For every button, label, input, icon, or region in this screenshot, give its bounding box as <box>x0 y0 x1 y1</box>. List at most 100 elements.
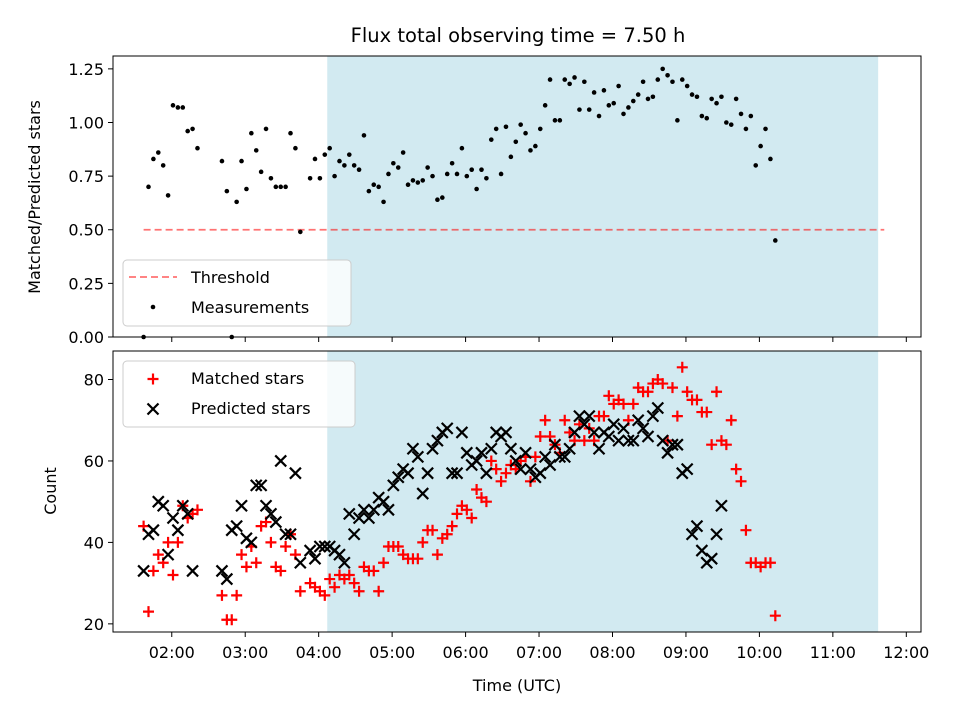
predicted-star-point <box>171 523 185 537</box>
measurement-point <box>444 171 450 177</box>
measurement-point <box>650 94 656 100</box>
predicted-star-point <box>548 438 562 451</box>
matched-star-point <box>412 553 424 565</box>
measurement-point <box>753 163 759 168</box>
y-tick-label: 60 <box>84 452 104 471</box>
matched-star-point <box>701 406 713 418</box>
measurement-point <box>391 160 396 166</box>
predicted-star-point <box>421 466 434 480</box>
predicted-star-point <box>367 503 381 517</box>
lower-x-axis: 02:00 03:00 04:00 05:00 06:00 07:00 08:00 09:00… <box>149 632 929 662</box>
matched-star-point <box>711 386 723 398</box>
matched-star-point <box>495 475 507 487</box>
predicted-star-point <box>627 434 640 447</box>
predicted-star-point <box>480 466 493 480</box>
measurement-point <box>337 158 342 164</box>
measurement-point <box>361 133 367 138</box>
matched-star-point <box>368 565 380 577</box>
measurement-point <box>454 171 460 177</box>
predicted-star-point <box>343 507 356 521</box>
matched-star-point <box>534 431 546 443</box>
measurement-point <box>773 238 778 243</box>
predicted-star-point <box>382 503 395 517</box>
predicted-star-point <box>249 479 263 492</box>
measurement-point <box>689 92 695 97</box>
matched-star-point <box>603 390 615 402</box>
predicted-star-point <box>666 438 679 451</box>
predicted-star-point <box>401 466 415 480</box>
upper-panel: 0.00 0.25 0.50 0.75 1.00 1.25 Matched/Predict… <box>25 55 922 347</box>
predicted-star-point <box>313 540 327 553</box>
measurement-point <box>283 184 288 190</box>
x-tick-label: 04:00 <box>296 643 342 662</box>
matched-star-point <box>578 435 590 447</box>
measurement-point <box>376 184 381 190</box>
matched-star-point <box>490 463 502 475</box>
predicted-star-point <box>387 479 400 492</box>
predicted-star-point <box>656 434 669 447</box>
predicted-star-point <box>215 564 229 578</box>
legend-matched-swatch <box>147 373 159 385</box>
measurement-point <box>180 105 186 110</box>
predicted-star-point <box>416 487 430 500</box>
measurement-point <box>670 79 675 85</box>
predicted-star-point <box>137 564 150 578</box>
predicted-star-point <box>602 430 616 443</box>
y-tick-label: 0.50 <box>68 221 104 240</box>
matched-star-point <box>216 589 228 601</box>
matched-star-point <box>373 585 385 597</box>
predicted-star-point <box>568 426 581 439</box>
measurement-point <box>224 188 230 194</box>
matched-star-point <box>329 581 341 593</box>
measurement-point <box>498 171 504 177</box>
predicted-star-point <box>166 511 180 525</box>
x-tick-label: 08:00 <box>589 643 635 662</box>
matched-star-point <box>559 414 571 426</box>
lower-y-axis: 20 40 60 80 <box>84 371 113 634</box>
measurement-point <box>219 158 225 164</box>
predicted-star-point <box>509 454 523 468</box>
predicted-star-point <box>259 499 273 513</box>
measurement-point <box>557 118 563 123</box>
measurement-point <box>288 130 293 136</box>
measurement-point <box>346 152 352 157</box>
predicted-star-point <box>705 552 718 565</box>
predicted-star-point <box>543 458 557 472</box>
measurement-point <box>768 156 773 162</box>
predicted-star-point <box>431 434 444 447</box>
legend-predicted-label: Predicted stars <box>191 399 311 418</box>
matched-star-point <box>676 361 688 373</box>
y-tick-label: 1.25 <box>68 60 104 79</box>
matched-star-point <box>642 386 654 398</box>
measurement-point <box>758 143 763 149</box>
predicted-star-point <box>715 499 728 513</box>
matched-star-point <box>240 561 252 573</box>
measurement-point <box>611 100 617 106</box>
measurement-point <box>469 167 475 172</box>
measurement-point <box>371 182 377 188</box>
matched-star-point <box>529 451 541 463</box>
lower-legend: Matched stars Predicted stars <box>122 360 356 428</box>
y-tick-label: 80 <box>84 371 104 390</box>
measurement-point <box>738 111 744 117</box>
predicted-star-point <box>460 446 474 460</box>
predicted-star-point <box>631 413 645 427</box>
measurement-point <box>684 83 690 89</box>
predicted-star-point <box>607 418 620 431</box>
matched-star-point <box>427 524 439 536</box>
measurement-point <box>400 150 406 155</box>
predicted-star-point <box>254 479 268 492</box>
lower-axes-frame <box>112 350 922 633</box>
matched-star-point <box>231 589 243 601</box>
matched-star-point <box>392 540 404 552</box>
matched-star-point <box>451 508 463 520</box>
legend-threshold-label: Threshold <box>190 268 270 287</box>
legend-predicted-marker <box>146 402 160 416</box>
predicted-star-point <box>147 523 160 537</box>
matched-star-point <box>172 536 184 548</box>
predicted-star-point <box>578 418 591 431</box>
chart-title: Flux total observing time = 7.50 h <box>351 24 686 47</box>
measurement-point <box>626 105 631 110</box>
measurement-point <box>234 199 239 205</box>
